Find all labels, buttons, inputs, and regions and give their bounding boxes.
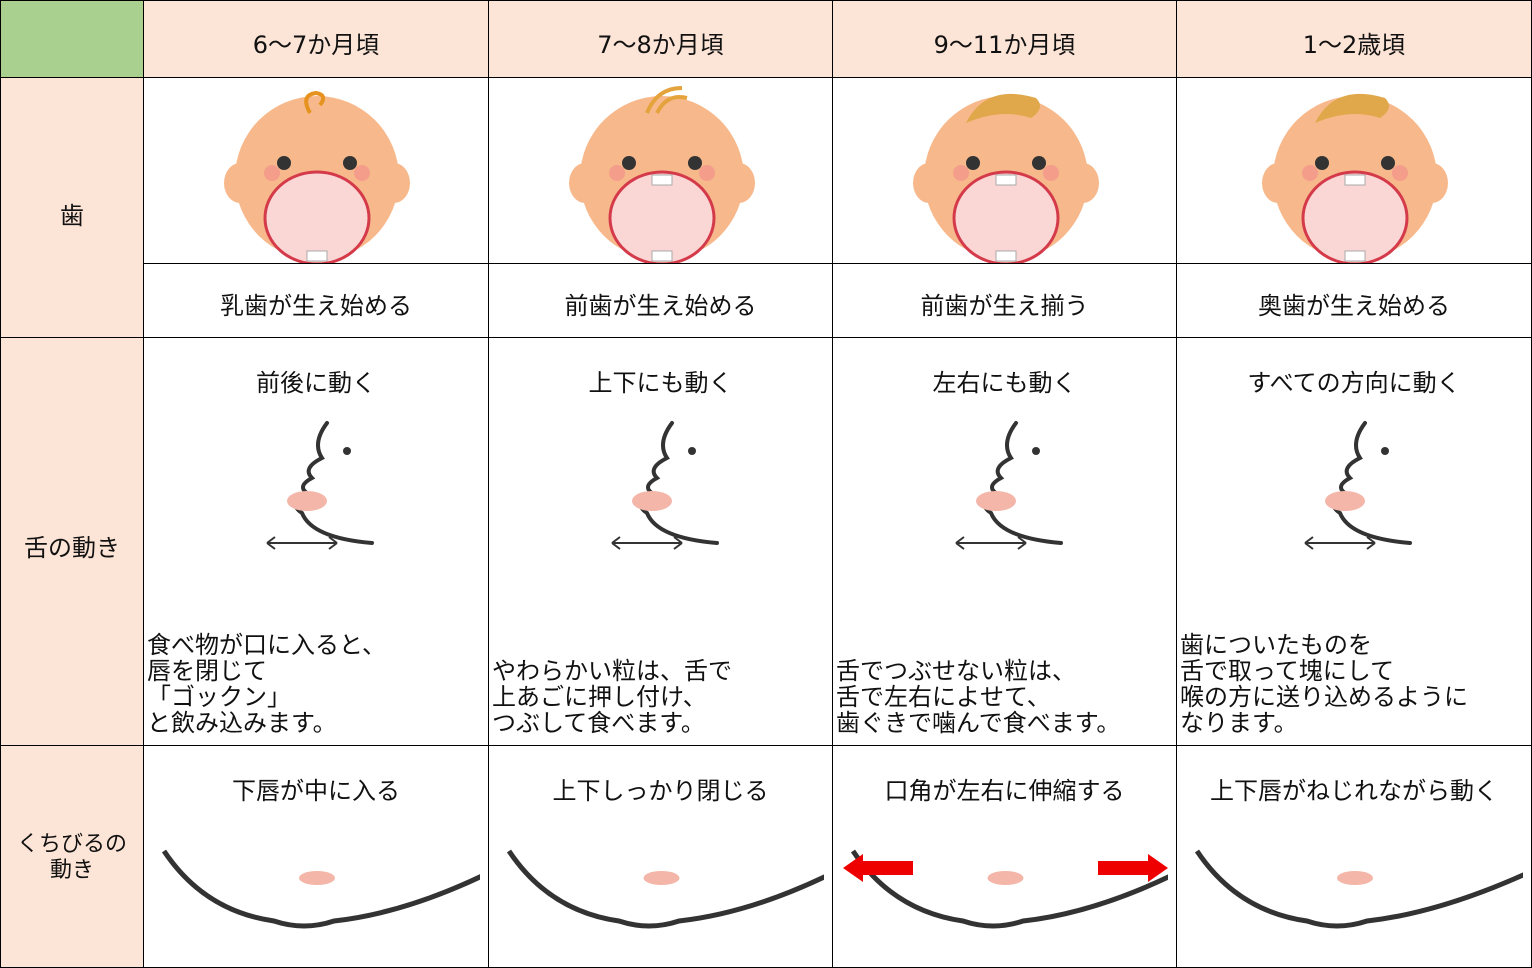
tongue-cell: 前後に動く食べ物が口に入ると、 唇を閉じて 「ゴックン」 と飲み込みます。 bbox=[143, 337, 489, 746]
teeth-caption-cell: 乳歯が生え始める bbox=[143, 263, 489, 338]
row-label-cell: くちびるの 動き bbox=[0, 745, 144, 968]
description-line: なります。 bbox=[1180, 709, 1298, 737]
illustration bbox=[568, 86, 755, 263]
description-line: 上あごに押し付け、 bbox=[492, 683, 707, 711]
teeth-image-cell bbox=[832, 77, 1177, 264]
header-cell: 9〜11か月頃 bbox=[832, 0, 1177, 78]
row-label-cell: 舌の動き bbox=[0, 337, 144, 746]
illustration bbox=[161, 849, 480, 929]
column-header: 7〜8か月頃 bbox=[597, 31, 724, 59]
row-label: くちびるの bbox=[16, 832, 127, 857]
lips-cell: 口角が左右に伸縮する bbox=[832, 745, 1177, 968]
lips-title: 上下唇がねじれながら動く bbox=[1210, 777, 1498, 805]
teeth-image-cell bbox=[488, 77, 833, 264]
illustration bbox=[954, 421, 1063, 550]
row-label: 歯 bbox=[60, 202, 84, 230]
teeth-caption-cell: 前歯が生え揃う bbox=[832, 263, 1177, 338]
description-line: 歯についたものを bbox=[1180, 631, 1372, 659]
column-header: 1〜2歳頃 bbox=[1302, 31, 1406, 59]
illustration bbox=[266, 421, 374, 550]
tongue-title: 上下にも動く bbox=[588, 369, 733, 397]
tongue-cell: 左右にも動く舌でつぶせない粒は、 舌で左右によせて、 歯ぐきで噛んで食べます。 bbox=[832, 337, 1177, 746]
teeth-caption-cell: 前歯が生え始める bbox=[488, 263, 833, 338]
header-cell: 7〜8か月頃 bbox=[488, 0, 833, 78]
caption: 乳歯が生え始める bbox=[220, 292, 412, 320]
illustration bbox=[1194, 849, 1523, 929]
teeth-image-cell bbox=[1176, 77, 1532, 264]
illustration bbox=[912, 93, 1099, 263]
illustration bbox=[1262, 93, 1448, 263]
header-cell: 1〜2歳頃 bbox=[1176, 0, 1532, 78]
description-line: 食べ物が口に入ると、 bbox=[147, 631, 387, 659]
illustration bbox=[610, 421, 719, 550]
description-line: 「ゴックン」 bbox=[147, 683, 291, 711]
teeth-image-cell bbox=[143, 77, 489, 264]
illustration bbox=[1304, 421, 1412, 550]
description-line: 歯ぐきで噛んで食べます。 bbox=[836, 709, 1121, 737]
description-line: つぶして食べます。 bbox=[492, 709, 705, 737]
caption: 前歯が生え始める bbox=[564, 292, 757, 320]
illustration bbox=[843, 849, 1168, 929]
description-line: 舌で左右によせて、 bbox=[836, 683, 1051, 711]
lips-title: 上下しっかり閉じる bbox=[552, 777, 769, 805]
row-label: 動き bbox=[49, 858, 94, 883]
tongue-title: すべての方向に動く bbox=[1247, 369, 1461, 397]
tongue-cell: すべての方向に動く歯についたものを 舌で取って塊にして 喉の方に送り込めるように なり… bbox=[1176, 337, 1532, 746]
description-line: 舌で取って塊にして bbox=[1180, 657, 1395, 685]
corner-cell bbox=[0, 0, 144, 78]
description-line: 唇を閉じて bbox=[147, 657, 267, 685]
caption: 奥歯が生え始める bbox=[1258, 292, 1450, 320]
lips-cell: 上下しっかり閉じる bbox=[488, 745, 833, 968]
illustration bbox=[224, 90, 410, 263]
tongue-title: 左右にも動く bbox=[932, 369, 1077, 397]
tongue-title: 前後に動く bbox=[256, 369, 376, 397]
tongue-cell: 上下にも動くやわらかい粒は、舌で 上あごに押し付け、 つぶして食べます。 bbox=[488, 337, 833, 746]
column-header: 6〜7か月頃 bbox=[252, 31, 380, 59]
description-line: と飲み込みます。 bbox=[147, 709, 337, 737]
description-line: 喉の方に送り込めるように bbox=[1180, 683, 1468, 711]
description-line: やわらかい粒は、舌で bbox=[492, 657, 732, 685]
header-cell: 6〜7か月頃 bbox=[143, 0, 489, 78]
lips-cell: 上下唇がねじれながら動く bbox=[1176, 745, 1532, 968]
column-header: 9〜11か月頃 bbox=[933, 31, 1076, 59]
illustration bbox=[506, 849, 824, 929]
description-line: 舌でつぶせない粒は、 bbox=[836, 657, 1076, 685]
teeth-caption-cell: 奥歯が生え始める bbox=[1176, 263, 1532, 338]
caption: 前歯が生え揃う bbox=[920, 292, 1089, 320]
row-label-cell: 歯 bbox=[0, 77, 144, 338]
lips-cell: 下唇が中に入る bbox=[143, 745, 489, 968]
lips-title: 下唇が中に入る bbox=[232, 777, 400, 805]
row-label: 舌の動き bbox=[24, 534, 120, 562]
lips-title: 口角が左右に伸縮する bbox=[884, 777, 1125, 805]
